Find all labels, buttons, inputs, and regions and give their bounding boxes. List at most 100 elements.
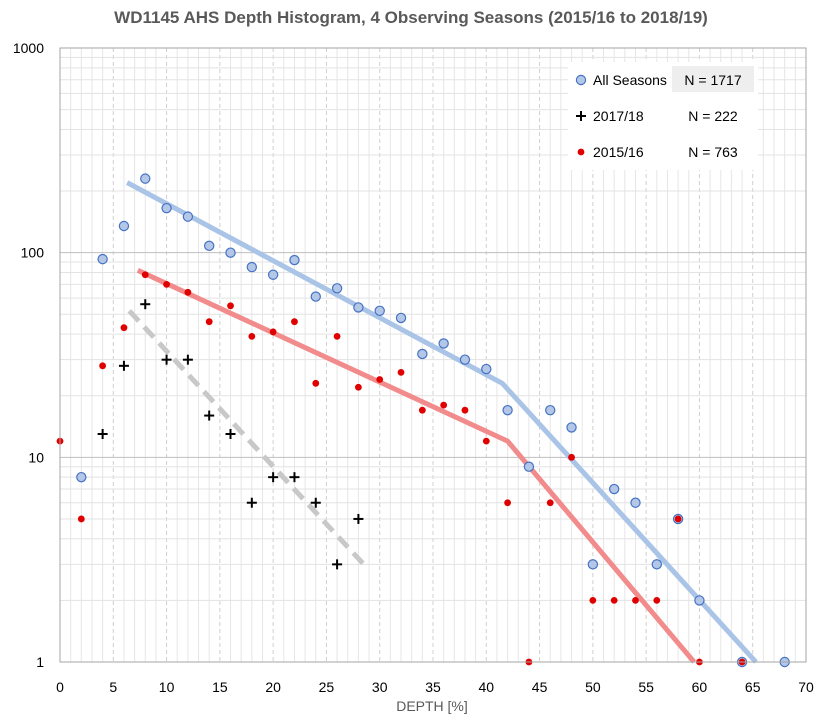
data-points <box>56 173 790 668</box>
data-point <box>161 354 172 365</box>
data-point <box>97 429 108 440</box>
data-point <box>268 472 279 483</box>
x-tick-label: 5 <box>109 679 117 695</box>
data-point <box>376 376 384 383</box>
x-tick-label: 35 <box>425 679 441 695</box>
x-tick-label: 55 <box>638 679 654 695</box>
legend-count: N = 222 <box>688 108 738 124</box>
data-point <box>118 220 130 232</box>
data-point <box>438 338 449 349</box>
data-point <box>440 401 448 409</box>
data-point <box>248 332 256 340</box>
data-point <box>163 280 170 288</box>
data-point <box>568 453 575 461</box>
legend-count: N = 1717 <box>684 72 741 88</box>
data-point <box>205 318 213 326</box>
y-tick-label: 10 <box>28 449 44 465</box>
legend-label: All Seasons <box>593 72 667 88</box>
data-point <box>333 332 341 340</box>
data-point <box>141 271 149 279</box>
legend-marker <box>575 74 587 86</box>
x-axis-title: DEPTH [%] <box>396 698 468 714</box>
x-tick-label: 30 <box>372 679 388 695</box>
data-point <box>632 596 639 604</box>
data-point <box>630 497 641 508</box>
data-point <box>246 261 258 273</box>
legend: All Seasons N = 1717 2017/18 N = 222 2015/16… <box>568 62 758 170</box>
x-tick-label: 65 <box>745 679 761 695</box>
x-tick-label: 25 <box>319 679 335 695</box>
data-point <box>482 437 490 445</box>
data-point <box>227 302 234 310</box>
data-point <box>332 559 343 570</box>
y-tick-label: 100 <box>21 245 45 261</box>
x-tick-label: 45 <box>532 679 548 695</box>
data-point <box>312 379 320 387</box>
data-point <box>289 472 300 483</box>
axes: 0 5 10 15 20 25 30 35 40 45 50 55 60 65 70 1 10 100 1000 <box>13 40 814 695</box>
data-point <box>182 354 193 365</box>
data-point <box>246 497 257 508</box>
data-point <box>395 312 407 324</box>
data-point <box>608 483 620 495</box>
data-point <box>291 318 298 326</box>
chart-title: WD1145 AHS Depth Histogram, 4 Observing … <box>114 8 708 27</box>
data-point <box>120 324 128 332</box>
data-point <box>374 305 385 316</box>
x-tick-label: 10 <box>159 679 175 695</box>
fit-line-1 <box>125 180 758 664</box>
data-point <box>353 302 364 313</box>
data-point <box>417 348 428 360</box>
data-point <box>140 173 151 184</box>
data-point <box>353 513 364 524</box>
data-point <box>140 299 151 310</box>
data-point <box>397 369 405 376</box>
plot-area-border <box>59 47 807 663</box>
data-point <box>225 247 236 258</box>
legend-label: 2015/16 <box>593 144 644 160</box>
data-point <box>161 202 172 214</box>
data-point <box>610 596 618 604</box>
data-point <box>204 410 215 421</box>
x-tick-label: 40 <box>478 679 494 695</box>
data-point <box>653 596 661 604</box>
data-point <box>225 429 236 440</box>
data-point <box>418 406 426 414</box>
data-point <box>546 499 554 507</box>
fit-line-2 <box>127 309 366 567</box>
data-point <box>99 362 107 370</box>
fit-line-3 <box>136 268 697 664</box>
fit-lines <box>125 180 758 664</box>
y-tick-label: 1 <box>36 654 44 670</box>
data-point <box>289 254 300 266</box>
data-point <box>651 559 663 570</box>
data-point <box>674 515 682 523</box>
data-point <box>481 363 492 375</box>
data-point <box>203 240 215 252</box>
x-tick-label: 70 <box>798 679 814 695</box>
x-tick-label: 0 <box>56 679 64 695</box>
y-tick-label: 1000 <box>13 40 44 56</box>
data-point <box>461 406 469 414</box>
data-point <box>77 515 85 523</box>
data-point <box>310 291 321 302</box>
data-point <box>182 211 194 222</box>
data-point <box>97 253 108 265</box>
data-point <box>269 328 277 336</box>
data-point <box>589 596 597 604</box>
data-point <box>331 283 343 294</box>
legend-count-highlight <box>672 66 754 92</box>
legend-count: N = 763 <box>688 144 738 160</box>
x-tick-label: 15 <box>212 679 228 695</box>
data-point <box>76 471 87 483</box>
legend-marker <box>576 111 586 121</box>
data-point <box>566 422 577 433</box>
data-point <box>502 404 513 416</box>
data-point <box>118 360 129 371</box>
data-point <box>523 461 535 472</box>
x-tick-label: 20 <box>265 679 281 695</box>
data-point <box>694 595 705 606</box>
legend-marker <box>577 148 585 156</box>
data-point <box>545 404 556 416</box>
data-point <box>184 288 192 296</box>
